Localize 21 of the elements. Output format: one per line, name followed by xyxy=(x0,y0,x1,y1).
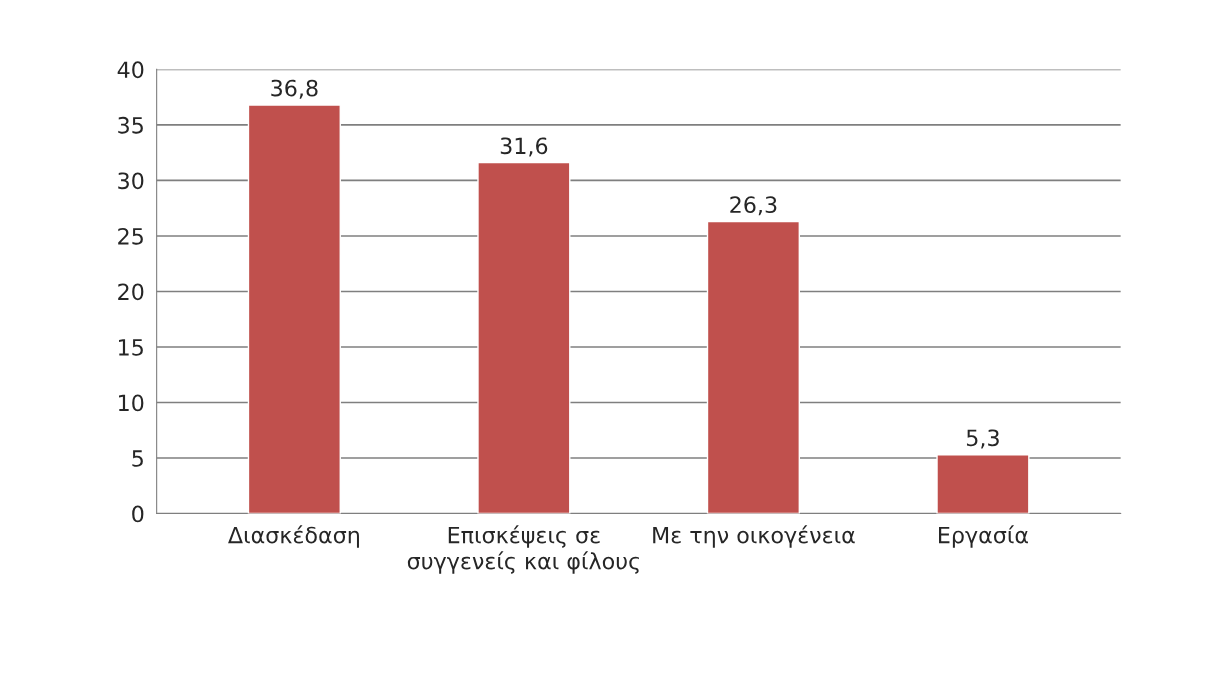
y-tick-label: 15 xyxy=(119,339,143,356)
y-tick-label: 40 xyxy=(117,61,144,79)
x-tick-label: Διασκέδαση xyxy=(228,525,359,548)
x-tick-label: Με την οικογένεια xyxy=(653,525,855,548)
y-tick-label: 10 xyxy=(119,394,144,412)
bar xyxy=(477,161,571,514)
y-tick-label: 35 xyxy=(118,116,143,134)
data-label: 26,3 xyxy=(730,196,777,216)
y-tick-label: 20 xyxy=(118,283,144,301)
bar xyxy=(706,220,801,514)
y-tick-label: 0 xyxy=(132,505,144,523)
bar xyxy=(247,104,341,514)
bar xyxy=(936,454,1030,514)
data-label: 31,6 xyxy=(500,137,548,157)
y-tick-label: 25 xyxy=(118,227,143,245)
data-label: 36,8 xyxy=(271,79,318,99)
data-label: 5,3 xyxy=(966,429,999,449)
y-tick-label: 5 xyxy=(132,450,143,467)
y-tick-label: 30 xyxy=(118,172,144,190)
x-tick-label: Επισκέψεις σε συγγενείς και φίλους xyxy=(407,525,639,574)
x-tick-label: Εργασία xyxy=(939,525,1028,548)
